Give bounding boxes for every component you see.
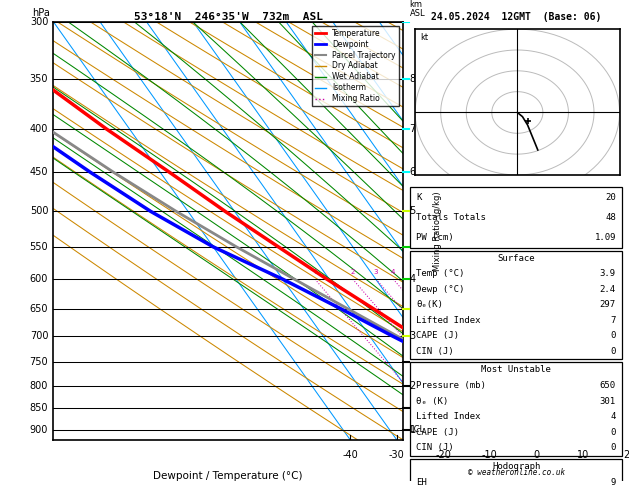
Text: LCL: LCL (409, 425, 425, 434)
Text: CIN (J): CIN (J) (416, 443, 454, 452)
Text: 400: 400 (30, 123, 48, 134)
Text: 650: 650 (30, 304, 48, 314)
Text: 700: 700 (30, 331, 48, 341)
Text: 8: 8 (409, 74, 416, 84)
Text: 301: 301 (600, 397, 616, 405)
Text: 24.05.2024  12GMT  (Base: 06): 24.05.2024 12GMT (Base: 06) (431, 12, 601, 22)
Text: 0: 0 (611, 347, 616, 356)
Text: 450: 450 (30, 167, 48, 177)
Bar (409, 187, 623, 247)
Text: 650: 650 (600, 381, 616, 390)
Text: Temp (°C): Temp (°C) (416, 269, 465, 278)
Text: 600: 600 (30, 274, 48, 284)
Legend: Temperature, Dewpoint, Parcel Trajectory, Dry Adiabat, Wet Adiabat, Isotherm, Mi: Temperature, Dewpoint, Parcel Trajectory… (311, 26, 399, 106)
Text: Mixing Ratio (g/kg): Mixing Ratio (g/kg) (433, 191, 442, 271)
Text: CAPE (J): CAPE (J) (416, 428, 459, 437)
Text: 9: 9 (611, 478, 616, 486)
Text: 0: 0 (611, 428, 616, 437)
Bar (409, 251, 623, 359)
Text: 4: 4 (611, 412, 616, 421)
Text: kt: kt (420, 33, 428, 42)
Text: 4: 4 (391, 269, 396, 275)
Text: 10: 10 (577, 450, 589, 460)
Text: 48: 48 (605, 213, 616, 222)
Text: 6: 6 (409, 167, 416, 177)
Text: 1: 1 (409, 425, 416, 434)
Text: 350: 350 (30, 74, 48, 84)
Text: Hodograph: Hodograph (492, 462, 540, 471)
Text: 53°18'N  246°35'W  732m  ASL: 53°18'N 246°35'W 732m ASL (133, 12, 323, 22)
Text: 800: 800 (30, 381, 48, 391)
Text: 7: 7 (409, 123, 416, 134)
Text: Totals Totals: Totals Totals (416, 213, 486, 222)
Bar (409, 459, 623, 486)
Text: 1.09: 1.09 (594, 233, 616, 242)
Text: 0: 0 (611, 443, 616, 452)
Text: 0: 0 (533, 450, 540, 460)
Text: 850: 850 (30, 403, 48, 414)
Text: 1: 1 (313, 269, 317, 275)
Text: -30: -30 (389, 450, 404, 460)
Text: Most Unstable: Most Unstable (481, 365, 551, 374)
Text: 2.4: 2.4 (600, 285, 616, 294)
Text: PW (cm): PW (cm) (416, 233, 454, 242)
Text: CIN (J): CIN (J) (416, 347, 454, 356)
Text: 20: 20 (623, 450, 629, 460)
Text: 2: 2 (409, 381, 416, 391)
Text: 300: 300 (30, 17, 48, 27)
Text: © weatheronline.co.uk: © weatheronline.co.uk (467, 468, 565, 477)
Text: km
ASL: km ASL (409, 0, 425, 17)
Text: 7: 7 (611, 316, 616, 325)
Text: 550: 550 (30, 242, 48, 252)
Text: 3: 3 (409, 331, 416, 341)
Text: 3: 3 (374, 269, 378, 275)
Text: CAPE (J): CAPE (J) (416, 331, 459, 340)
Text: Lifted Index: Lifted Index (416, 316, 481, 325)
Text: 4: 4 (409, 274, 416, 284)
Text: K: K (416, 193, 421, 202)
Text: 500: 500 (30, 207, 48, 216)
Text: 0: 0 (611, 331, 616, 340)
Text: Dewp (°C): Dewp (°C) (416, 285, 465, 294)
Text: -40: -40 (342, 450, 358, 460)
Text: -10: -10 (482, 450, 498, 460)
Text: 2: 2 (350, 269, 355, 275)
Text: Pressure (mb): Pressure (mb) (416, 381, 486, 390)
Text: 750: 750 (30, 357, 48, 367)
Text: 3.9: 3.9 (600, 269, 616, 278)
Text: θₑ (K): θₑ (K) (416, 397, 448, 405)
Text: Surface: Surface (498, 254, 535, 263)
Text: 5: 5 (409, 207, 416, 216)
Text: Lifted Index: Lifted Index (416, 412, 481, 421)
Bar (409, 362, 623, 455)
Text: -20: -20 (435, 450, 451, 460)
Text: 297: 297 (600, 300, 616, 310)
Text: Dewpoint / Temperature (°C): Dewpoint / Temperature (°C) (153, 471, 303, 481)
Text: hPa: hPa (33, 8, 50, 17)
Text: 900: 900 (30, 425, 48, 434)
Text: 20: 20 (605, 193, 616, 202)
Text: θₑ(K): θₑ(K) (416, 300, 443, 310)
Text: EH: EH (416, 478, 427, 486)
